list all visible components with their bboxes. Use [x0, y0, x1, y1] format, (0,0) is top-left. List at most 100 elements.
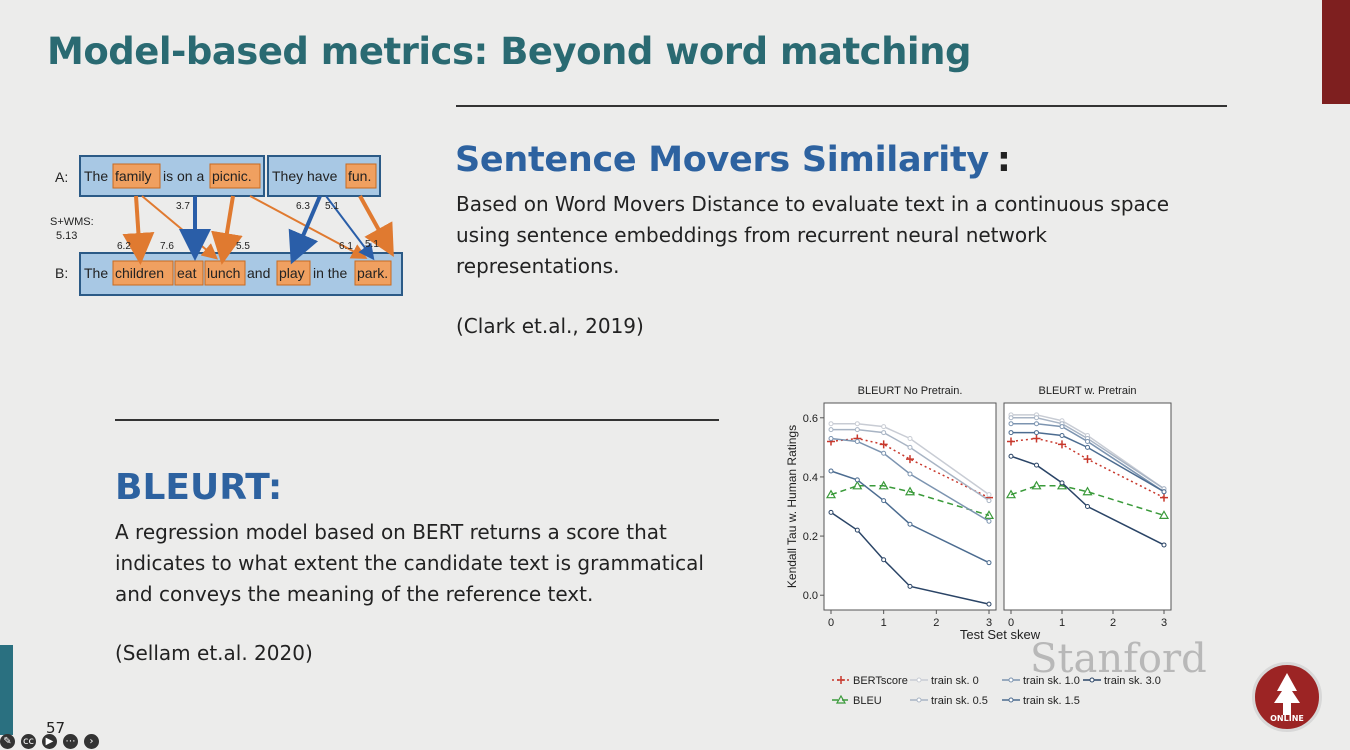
- data-point: [906, 455, 914, 464]
- data-point: [907, 521, 913, 527]
- chart-panel: [823, 402, 997, 611]
- weight-7: 5.1: [365, 239, 379, 250]
- x-tick-label: 3: [1161, 617, 1167, 629]
- x-tick-label: 3: [986, 617, 992, 629]
- data-point: [1082, 486, 1093, 496]
- weight-5: 5.5: [236, 241, 250, 252]
- data-point: [1008, 415, 1014, 421]
- label-a: A:: [55, 169, 68, 185]
- more-icon[interactable]: ⋯: [63, 734, 78, 749]
- bleurt-body-line: indicates to what extent the candidate t…: [115, 551, 704, 575]
- x-axis-label: Test Set skew: [960, 627, 1041, 642]
- data-point: [986, 601, 992, 607]
- sms-body-line: representations.: [456, 254, 620, 278]
- next-icon[interactable]: ›: [84, 734, 99, 749]
- data-point: [881, 430, 887, 436]
- data-point: [881, 557, 887, 563]
- score-label: S+WMS:: [50, 216, 94, 228]
- y-tick-label: 0.6: [803, 413, 818, 425]
- legend-marker: [1008, 677, 1014, 683]
- data-point: [854, 438, 860, 444]
- series-line: [830, 485, 990, 517]
- label-b: B:: [55, 265, 68, 281]
- data-point: [986, 560, 992, 566]
- divider-middle: [115, 419, 719, 421]
- data-point: [828, 421, 834, 427]
- word-lunch: [204, 260, 246, 286]
- data-point: [986, 498, 992, 504]
- arrow-a2-play: [288, 195, 322, 265]
- data-point: [1158, 510, 1170, 519]
- sms-diagram: A: B: S+WMS: 5.13 The family is on a pic…: [50, 155, 403, 296]
- legend-marker: [916, 677, 922, 683]
- data-point: [1034, 430, 1039, 436]
- divider-top: [456, 105, 1227, 107]
- data-point: [1032, 434, 1041, 443]
- bleurt-chart: BLEURT No Pretrain. 0 1 2 3 BLEURT w. Pretrai…: [785, 385, 1172, 707]
- legend-marker: [837, 676, 845, 684]
- bleurt-body-line: A regression model based on BERT returns…: [115, 520, 667, 544]
- data-point: [828, 435, 834, 441]
- data-point: [854, 427, 860, 433]
- word-eat: [174, 260, 204, 286]
- y-tick-label: 0.2: [803, 531, 818, 543]
- data-point: [1085, 504, 1090, 509]
- legend-label: BLEU: [853, 695, 882, 707]
- bleurt-citation: (Sellam et.al. 2020): [115, 641, 313, 665]
- word-fun: [345, 163, 377, 189]
- data-point: [1007, 437, 1015, 446]
- side-accent-bar: [0, 645, 13, 735]
- data-point: [907, 444, 913, 450]
- data-point: [1058, 440, 1066, 449]
- legend-label: train sk. 3.0: [1104, 675, 1161, 687]
- weight-4: 7.6: [160, 241, 174, 252]
- arrow-a2-park: [325, 195, 375, 261]
- video-off-icon[interactable]: ▶: [42, 734, 57, 749]
- word-play: [276, 260, 311, 286]
- x-tick-label: 0: [1008, 617, 1014, 629]
- x-tick-label: 1: [1059, 617, 1065, 629]
- data-point: [1031, 480, 1042, 490]
- weight-2: 5.1: [325, 201, 339, 212]
- data-point: [854, 527, 860, 533]
- slide-title: Model-based metrics: Beyond word matchin…: [47, 30, 971, 73]
- panel-title: BLEURT No Pretrain.: [858, 385, 963, 397]
- sms-body-line: using sentence embeddings from recurrent…: [456, 223, 1047, 247]
- sms-title-colon: :: [996, 140, 1011, 180]
- sms-body: Based on Word Movers Distance to evaluat…: [456, 189, 1169, 282]
- a1-word-0: The: [84, 168, 108, 184]
- weight-6: 6.1: [339, 241, 353, 252]
- data-point: [1059, 480, 1065, 486]
- y-axis-label: Kendall Tau w. Human Ratings: [785, 425, 799, 588]
- data-point: [1034, 462, 1039, 468]
- x-tick-label: 2: [933, 617, 939, 629]
- data-point: [1034, 415, 1039, 421]
- data-point: [1161, 542, 1167, 548]
- tree-icon: [1274, 673, 1300, 715]
- legend-marker: [1089, 677, 1095, 683]
- pen-icon[interactable]: ✎: [0, 734, 15, 749]
- data-point: [1085, 444, 1090, 450]
- data-point: [881, 424, 887, 430]
- data-point: [1160, 493, 1168, 502]
- a1-word-2: is on a: [163, 168, 204, 184]
- weight-1: 6.3: [296, 201, 310, 212]
- data-point: [881, 450, 887, 456]
- legend-marker: [835, 694, 847, 704]
- data-point: [852, 480, 863, 490]
- data-point: [854, 421, 860, 427]
- a2-word-1: fun.: [348, 168, 371, 184]
- captions-icon[interactable]: cc: [21, 734, 36, 749]
- data-point: [907, 583, 913, 589]
- data-point: [904, 486, 916, 496]
- legend-label: train sk. 1.5: [1023, 695, 1080, 707]
- arrow-picnic-lunch: [211, 195, 243, 265]
- data-point: [825, 489, 837, 499]
- word-picnic: [209, 163, 261, 189]
- arrow-family-children: [122, 195, 155, 265]
- data-point: [828, 468, 834, 474]
- b-word-7: park.: [357, 265, 388, 281]
- legend-marker: [1008, 697, 1014, 703]
- presenter-toolbar: ✎ cc ▶ ⋯ ›: [0, 733, 99, 750]
- data-point: [1161, 489, 1167, 495]
